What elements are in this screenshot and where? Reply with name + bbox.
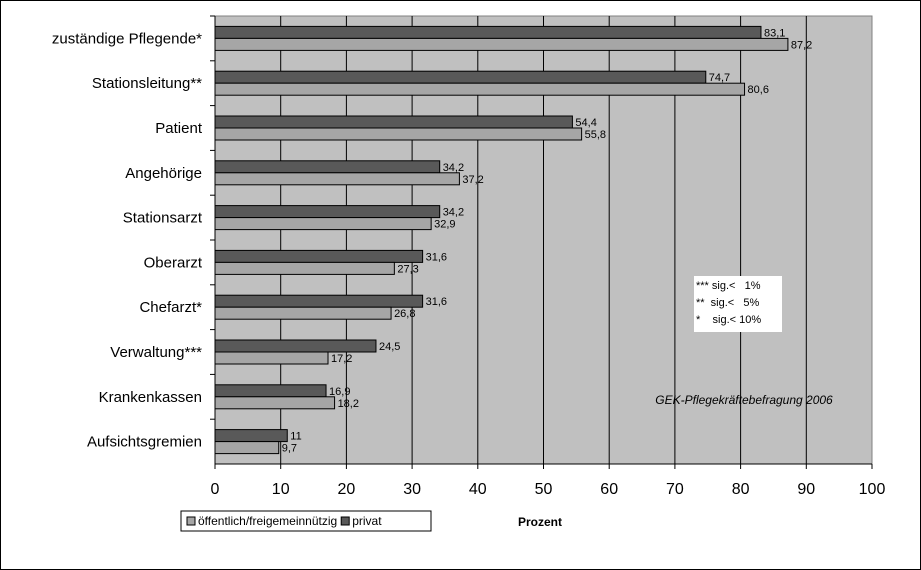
x-tick-label: 20 [338,481,356,498]
category-label: Stationsarzt [123,210,203,227]
category-label: zuständige Pflegende* [52,30,202,47]
bar-oeffentlich [214,351,329,365]
significance-box [694,276,782,332]
x-tick-label: 40 [469,481,487,498]
x-tick-label: 30 [403,481,421,498]
x-axis-title: Prozent [518,515,562,529]
x-tick-label: 10 [272,481,290,498]
data-label-privat: 83,1 [764,27,785,39]
data-label-privat: 31,6 [426,251,447,263]
category-label: Oberarzt [144,254,203,271]
data-label-privat: 34,2 [443,207,464,219]
bar-privat [214,429,288,443]
bar-privat [214,339,377,353]
data-label-oeffentlich: 26,8 [394,308,415,320]
category-label: Verwaltung*** [110,344,202,361]
bar-privat [214,70,707,84]
data-label-oeffentlich: 32,9 [434,219,455,231]
category-label: Krankenkassen [99,389,202,406]
data-label-oeffentlich: 80,6 [748,84,769,96]
source-note: GEK-Pflegekräftebefragung 2006 [655,393,833,407]
category-label: Patient [155,120,203,137]
bar-oeffentlich [214,217,432,231]
legend-entry: öffentlich/freigemeinnützig [198,514,337,528]
x-tick-label: 80 [732,481,750,498]
data-label-oeffentlich: 55,8 [585,129,606,141]
data-label-privat: 16,9 [329,386,350,398]
bar-oeffentlich [214,441,280,455]
bar-privat [214,384,327,398]
legend-swatch [340,516,350,526]
data-label-oeffentlich: 18,2 [338,398,359,410]
bar-privat [214,205,441,219]
legend-swatch [186,516,196,526]
bar-privat [214,25,762,39]
x-tick-label: 60 [600,481,618,498]
x-tick-label: 90 [797,481,815,498]
data-label-privat: 54,4 [575,117,596,129]
bar-oeffentlich [214,396,336,410]
data-label-oeffentlich: 87,2 [791,39,812,51]
data-label-privat: 31,6 [426,296,447,308]
bar-privat [214,294,424,308]
x-tick-label: 100 [859,481,886,498]
bar-privat [214,115,573,129]
data-label-oeffentlich: 27,3 [397,263,418,275]
data-label-oeffentlich: 9,7 [282,443,297,455]
bar-privat [214,160,441,174]
x-tick-label: 70 [666,481,684,498]
significance-note: *** sig.< 1% [696,280,761,292]
bar-oeffentlich [214,261,395,275]
data-label-privat: 34,2 [443,162,464,174]
data-label-privat: 74,7 [709,72,730,84]
bar-oeffentlich [214,82,746,96]
x-tick-label: 50 [535,481,553,498]
legend-box [180,510,432,532]
category-label: Angehörige [125,165,202,182]
category-label: Aufsichtsgremien [87,434,202,451]
bar-oeffentlich [214,172,460,186]
category-label: Chefarzt* [139,299,202,316]
significance-note: * sig.< 10% [696,314,761,326]
bar-oeffentlich [214,127,583,141]
x-tick-label: 0 [211,481,220,498]
significance-note: ** sig.< 5% [696,297,760,309]
data-label-oeffentlich: 37,2 [462,174,483,186]
data-label-oeffentlich: 17,2 [331,353,352,365]
data-label-privat: 11 [290,431,301,443]
bar-oeffentlich [214,306,392,320]
data-label-privat: 24,5 [379,341,400,353]
bar-privat [214,249,424,263]
legend-entry: privat [352,514,382,528]
bar-oeffentlich [214,37,789,51]
category-label: Stationsleitung** [92,75,202,92]
